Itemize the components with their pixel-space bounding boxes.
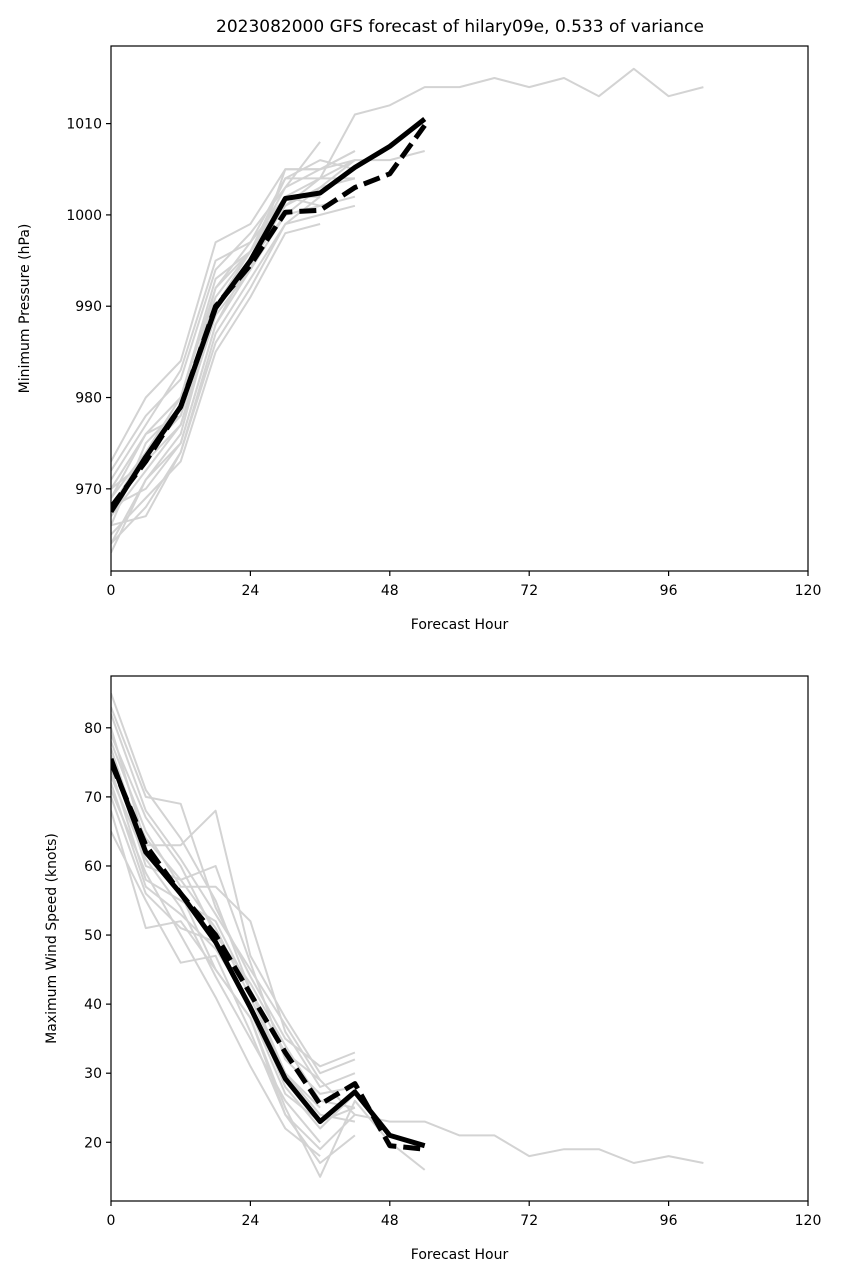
pressure-ensemble-line: [111, 150, 356, 554]
wind-x-tick-label: 72: [520, 1213, 538, 1229]
pressure-x-tick-label: 72: [520, 583, 538, 599]
wind-x-tick-label: 48: [381, 1213, 399, 1229]
pressure-y-tick-label: 980: [75, 391, 102, 407]
pressure-x-axis-label: Forecast Hour: [411, 617, 509, 633]
pressure-x-tick-label: 48: [381, 583, 399, 599]
wind-ensemble-line: [111, 741, 356, 1088]
wind-ensemble-line: [111, 755, 356, 1095]
wind-y-tick-label: 30: [84, 1066, 102, 1082]
wind-solid-line: [111, 758, 426, 1149]
wind-ensemble-line: [111, 748, 356, 1151]
wind-ensemble-line: [111, 761, 356, 1123]
wind-y-tick-label: 60: [84, 859, 102, 875]
pressure-solid-line: [111, 117, 427, 514]
wind-y-axis-label: Maximum Wind Speed (knots): [44, 833, 60, 1044]
wind-y-tick-label: 20: [84, 1135, 102, 1151]
pressure-chart: 0 24 48 72 96 120 970 980 990 1000 1010 Forecast Ho…: [17, 45, 822, 633]
pressure-x-tick-label: 120: [795, 583, 822, 599]
wind-ensemble-line: [111, 810, 426, 1178]
pressure-dashed-line: [111, 123, 427, 509]
wind-axes-frame: [110, 675, 809, 1202]
wind-chart: 0 24 48 72 96 120 20 30 40 50 60 70 80 Forecast Hour M…: [44, 675, 822, 1263]
pressure-ensemble-line: [111, 177, 355, 499]
wind-y-tick-label: 80: [84, 721, 102, 737]
pressure-x-tick-label: 96: [660, 583, 678, 599]
pressure-ensemble-line: [111, 223, 321, 536]
pressure-plot-area: [111, 67, 704, 554]
wind-ensemble-line: [111, 775, 321, 1143]
wind-ensemble-line: [111, 734, 356, 1109]
pressure-x-tick-label: 24: [241, 583, 259, 599]
wind-y-tick-label: 40: [84, 997, 102, 1013]
wind-ensemble-line: [111, 713, 321, 1081]
pressure-axes-frame: [110, 45, 809, 572]
pressure-ensemble-line: [111, 150, 356, 462]
pressure-ensemble-line: [111, 204, 356, 527]
wind-y-tick-label: 70: [84, 790, 102, 806]
wind-x-tick-label: 24: [241, 1213, 259, 1229]
pressure-y-tick-label: 1010: [66, 117, 102, 133]
pressure-x-tick-label: 0: [107, 583, 116, 599]
wind-x-axis-label: Forecast Hour: [411, 1247, 509, 1263]
wind-x-tick-label: 0: [107, 1213, 116, 1229]
pressure-ensemble-line: [111, 150, 425, 490]
pressure-ensemble-line: [111, 195, 321, 545]
wind-dashed-line: [111, 761, 425, 1152]
wind-plot-area: [111, 692, 704, 1178]
wind-x-tick-label: 120: [795, 1213, 822, 1229]
wind-ensemble-line: [111, 692, 704, 1164]
figure-title: 2023082000 GFS forecast of hilary09e, 0.…: [216, 17, 704, 37]
wind-x-tick-label: 96: [660, 1213, 678, 1229]
pressure-ensemble-line: [111, 67, 704, 545]
pressure-y-axis-label: Minimum Pressure (hPa): [17, 224, 33, 394]
pressure-y-tick-label: 990: [75, 299, 102, 315]
pressure-ensemble-line: [111, 159, 356, 481]
wind-y-tick-label: 50: [84, 928, 102, 944]
pressure-y-tick-label: 1000: [66, 208, 102, 224]
pressure-ensemble-line: [111, 195, 356, 517]
pressure-y-tick-label: 970: [75, 482, 102, 498]
wind-ensemble-line: [111, 789, 321, 1157]
wind-ensemble-line: [111, 727, 356, 1075]
